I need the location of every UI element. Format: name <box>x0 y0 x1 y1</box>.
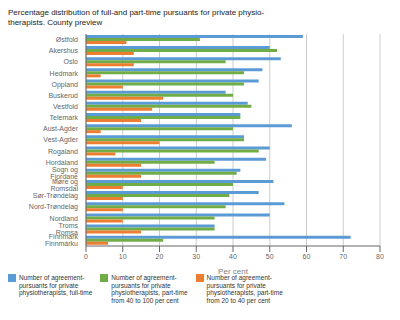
svg-text:Akershus: Akershus <box>49 47 79 54</box>
svg-text:Telemark: Telemark <box>50 114 79 121</box>
svg-text:20: 20 <box>156 253 164 260</box>
svg-text:80: 80 <box>376 253 384 260</box>
svg-text:Østfold: Østfold <box>56 36 78 43</box>
svg-text:Oslo: Oslo <box>64 58 79 65</box>
svg-text:10: 10 <box>119 253 127 260</box>
svg-text:Oppland: Oppland <box>52 81 79 89</box>
svg-text:FinnmarkFinnmárku: FinnmarkFinnmárku <box>45 233 79 247</box>
svg-text:30: 30 <box>192 253 200 260</box>
svg-text:Vestfold: Vestfold <box>53 103 78 110</box>
svg-text:Aust-Agder: Aust-Agder <box>43 125 79 133</box>
svg-text:60: 60 <box>303 253 311 260</box>
svg-text:Sør-Trøndelag: Sør-Trøndelag <box>33 192 78 200</box>
svg-text:Vest-Agder: Vest-Agder <box>43 136 78 144</box>
svg-text:Møre ogRomsdal: Møre ogRomsdal <box>50 178 78 192</box>
svg-text:70: 70 <box>339 253 347 260</box>
svg-text:Per cent: Per cent <box>218 267 249 274</box>
svg-text:50: 50 <box>266 253 274 260</box>
svg-text:0: 0 <box>84 253 88 260</box>
svg-text:Nord-Trøndelag: Nord-Trøndelag <box>29 203 78 211</box>
svg-text:Nordland: Nordland <box>50 215 79 222</box>
svg-text:Hedmark: Hedmark <box>50 70 79 77</box>
svg-text:40: 40 <box>229 253 237 260</box>
svg-text:Hordaland: Hordaland <box>46 159 78 166</box>
svg-text:Rogaland: Rogaland <box>48 148 78 156</box>
svg-text:Buskerud: Buskerud <box>48 92 78 99</box>
